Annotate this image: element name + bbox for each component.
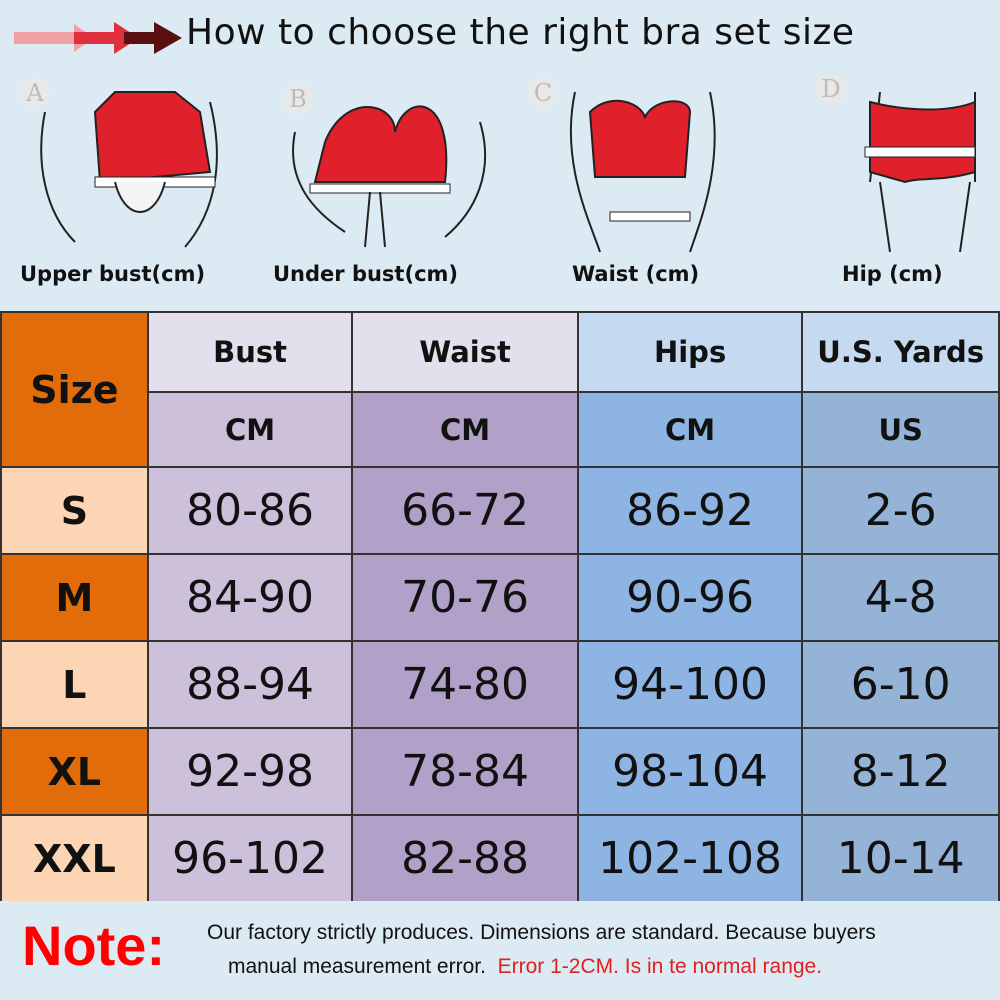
value-cell: 94-100 bbox=[576, 640, 804, 729]
figure-letter: B bbox=[283, 84, 313, 114]
value-cell: 102-108 bbox=[576, 814, 804, 903]
size-cell: S bbox=[0, 466, 149, 555]
value-cell: 80-86 bbox=[146, 466, 354, 555]
column-header: Hips bbox=[576, 311, 804, 393]
value-cell: 74-80 bbox=[351, 640, 579, 729]
value-cell: 84-90 bbox=[146, 553, 354, 642]
table-header-row: Size Bust Waist Hips U.S. Yards bbox=[0, 311, 1000, 468]
table-row: M 84-90 70-76 90-96 4-8 bbox=[0, 553, 1000, 642]
value-cell: 96-102 bbox=[146, 814, 354, 903]
figure-letter: C bbox=[528, 78, 558, 108]
how-to-measure-section: How to choose the right bra set size A B… bbox=[0, 0, 1000, 310]
value-cell: 90-96 bbox=[576, 553, 804, 642]
column-header: U.S. Yards bbox=[801, 311, 1000, 393]
figure-letter: D bbox=[816, 74, 846, 104]
size-cell: L bbox=[0, 640, 149, 729]
unit-header: CM bbox=[351, 391, 579, 468]
under-bust-illustration bbox=[292, 105, 487, 248]
value-cell: 4-8 bbox=[801, 553, 1000, 642]
figure-label: Waist (cm) bbox=[572, 262, 700, 286]
value-cell: 10-14 bbox=[801, 814, 1000, 903]
value-cell: 88-94 bbox=[146, 640, 354, 729]
page-title: How to choose the right bra set size bbox=[186, 12, 855, 53]
value-cell: 82-88 bbox=[351, 814, 579, 903]
note-label: Note: bbox=[22, 914, 166, 977]
figure-label: Hip (cm) bbox=[842, 262, 943, 286]
waist-illustration bbox=[569, 91, 716, 253]
figure-letter: A bbox=[20, 78, 50, 108]
value-cell: 8-12 bbox=[801, 727, 1000, 816]
value-cell: 78-84 bbox=[351, 727, 579, 816]
value-cell: 2-6 bbox=[801, 466, 1000, 555]
value-cell: 92-98 bbox=[146, 727, 354, 816]
arrows-icon bbox=[14, 22, 182, 54]
value-cell: 98-104 bbox=[576, 727, 804, 816]
value-cell: 86-92 bbox=[576, 466, 804, 555]
value-cell: 66-72 bbox=[351, 466, 579, 555]
hip-illustration bbox=[864, 91, 976, 253]
unit-header: CM bbox=[576, 391, 804, 468]
note-error-text: Error 1-2CM. Is in te normal range. bbox=[497, 955, 823, 978]
column-header: Bust bbox=[146, 311, 354, 393]
column-header: Waist bbox=[351, 311, 579, 393]
figure-label: Under bust(cm) bbox=[273, 262, 458, 286]
table-row: XL 92-98 78-84 98-104 8-12 bbox=[0, 727, 1000, 816]
size-chart-table: Size Bust Waist Hips U.S. Yards CM CM CM… bbox=[0, 311, 1000, 903]
table-unit-row: CM CM CM US bbox=[1, 391, 1000, 468]
note-text: manual measurement error. bbox=[228, 955, 486, 978]
size-header: Size bbox=[0, 311, 149, 468]
upper-bust-illustration bbox=[40, 91, 218, 248]
note-line-2: manual measurement error. Error 1-2CM. I… bbox=[228, 955, 822, 979]
figure-label: Upper bust(cm) bbox=[20, 262, 206, 286]
table-row: XXL 96-102 82-88 102-108 10-14 bbox=[0, 814, 1000, 903]
size-cell: M bbox=[0, 553, 149, 642]
note-line-1: Our factory strictly produces. Dimension… bbox=[207, 921, 876, 944]
value-cell: 70-76 bbox=[351, 553, 579, 642]
unit-header: US bbox=[801, 391, 1000, 468]
value-cell: 6-10 bbox=[801, 640, 1000, 729]
table-row: S 80-86 66-72 86-92 2-6 bbox=[0, 466, 1000, 555]
table-row: L 88-94 74-80 94-100 6-10 bbox=[0, 640, 1000, 729]
note-section: Note: Our factory strictly produces. Dim… bbox=[0, 901, 1000, 1000]
size-cell: XXL bbox=[0, 814, 149, 903]
size-cell: XL bbox=[0, 727, 149, 816]
unit-header: CM bbox=[146, 391, 354, 468]
